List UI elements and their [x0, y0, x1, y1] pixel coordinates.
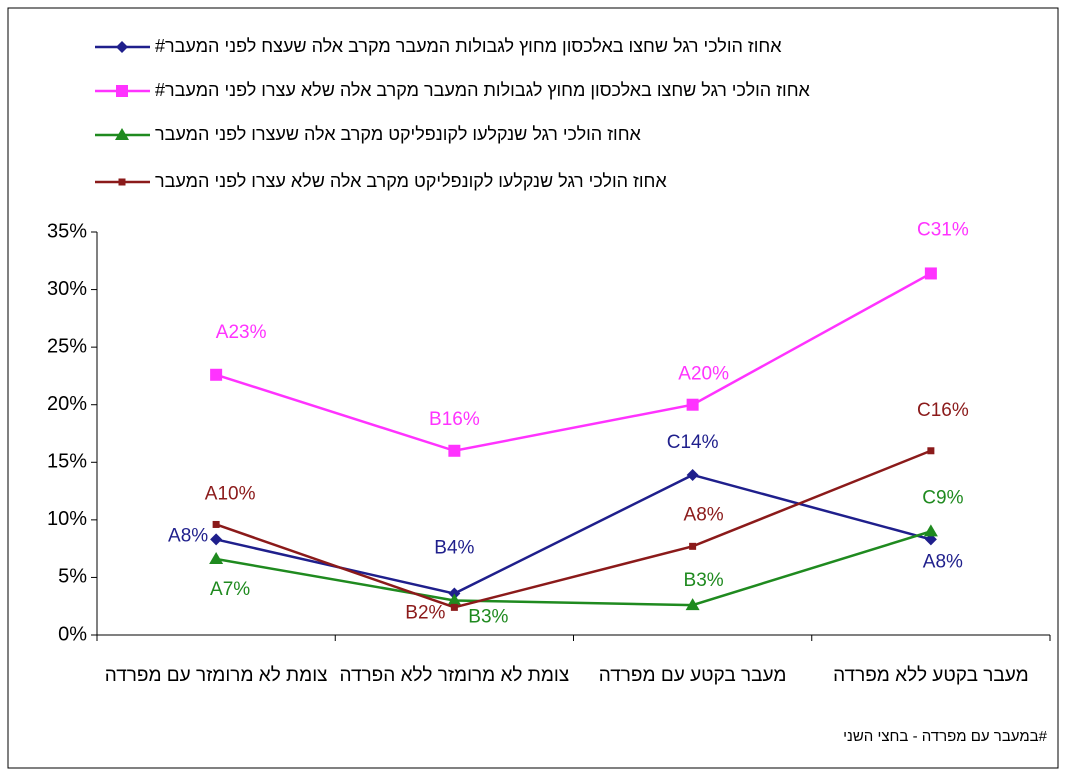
legend-label: אחוז הולכי רגל שנקלעו לקונפליקט מקרב אלה… [155, 171, 667, 191]
y-tick-label: 30% [47, 278, 87, 300]
legend-marker [116, 41, 128, 53]
legend-label: אחוז הולכי רגל שחצו באלכסון מחוץ לגבולות… [155, 36, 782, 56]
data-label: B16% [429, 409, 480, 430]
data-label: B3% [468, 606, 508, 627]
marker [689, 542, 697, 550]
data-label: C16% [917, 400, 969, 421]
legend-marker [115, 128, 129, 140]
y-tick-label: 0% [58, 623, 87, 645]
marker [685, 598, 700, 611]
marker [212, 520, 220, 528]
y-tick-label: 25% [47, 335, 87, 357]
data-label: A8% [168, 525, 208, 546]
legend-label: אחוז הולכי רגל שחצו באלכסון מחוץ לגבולות… [155, 80, 811, 100]
x-tick-label: מעבר בקטע עם מפרדה [598, 665, 787, 686]
frame [7, 7, 1059, 769]
y-tick-label: 20% [47, 393, 87, 415]
data-label: C31% [917, 219, 969, 240]
data-label: A10% [205, 483, 256, 504]
data-label: A8% [923, 551, 963, 572]
y-tick-label: 15% [47, 451, 87, 473]
data-label: C14% [667, 432, 719, 453]
y-tick-label: 35% [47, 220, 87, 242]
data-label: A8% [684, 504, 724, 525]
marker [447, 593, 462, 606]
marker [927, 447, 935, 455]
marker [448, 444, 461, 457]
data-label: B4% [434, 538, 474, 559]
marker [210, 368, 223, 381]
marker [686, 468, 699, 481]
series-line [215, 272, 932, 453]
x-tick-label: צומת לא מרומזר עם מפרדה [104, 665, 328, 686]
y-tick-label: 5% [58, 566, 87, 588]
legend-label: אחוז הולכי רגל שנקלעו לקונפליקט מקרב אלה… [155, 124, 642, 144]
series-line [215, 530, 932, 607]
marker [924, 267, 937, 280]
data-label: C9% [922, 487, 963, 508]
marker [924, 533, 937, 546]
marker [686, 398, 699, 411]
x-tick-label: צומת לא מרומזר ללא הפרדה [339, 665, 570, 686]
data-label: B2% [405, 602, 445, 623]
marker [450, 603, 458, 611]
footnote: #במעבר עם מפרדה - בחצי השני [843, 728, 1047, 745]
data-label: A23% [216, 322, 267, 343]
x-tick-label: מעבר בקטע ללא מפרדה [833, 665, 1029, 686]
legend-marker [116, 85, 128, 97]
data-label: A20% [678, 364, 729, 385]
y-tick-label: 10% [47, 508, 87, 530]
legend-marker [118, 178, 126, 186]
data-label: B3% [684, 570, 724, 591]
data-label: A7% [210, 579, 250, 600]
marker [923, 524, 938, 537]
marker [210, 533, 223, 546]
series-line [215, 449, 932, 609]
marker [209, 552, 224, 565]
